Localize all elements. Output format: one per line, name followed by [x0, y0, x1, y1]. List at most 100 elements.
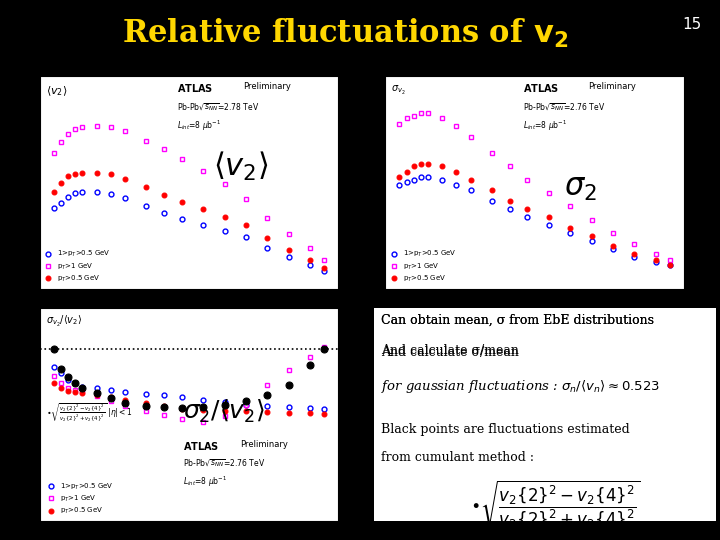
p$_T$>1 GeV	[220, 413, 229, 420]
p$_T$>1 GeV	[199, 167, 207, 174]
p$_T$>0.5 GeV	[71, 170, 79, 177]
p$_T$>0.5 GeV	[242, 408, 251, 415]
1>p$_T$>0.5 GeV	[107, 387, 115, 394]
p$_T$>0.5 GeV	[160, 403, 168, 409]
Y-axis label: $\sigma_{v_2}/\langle v_2 \rangle$: $\sigma_{v_2}/\langle v_2 \rangle$	[0, 396, 11, 433]
p$_T$>1 GeV	[78, 124, 86, 130]
p$_T$>1 GeV	[284, 367, 293, 373]
p$_T$>0.5 GeV	[50, 380, 58, 387]
1>p$_T$>0.5 GeV	[199, 221, 207, 228]
Text: $L_{int}$=8 $\mu$b$^{-1}$: $L_{int}$=8 $\mu$b$^{-1}$	[183, 474, 228, 489]
p$_T$>0.5 GeV	[423, 160, 432, 167]
1>p$_T$>0.5 GeV	[121, 194, 130, 201]
Text: Preliminary: Preliminary	[243, 82, 291, 91]
1>p$_T$>0.5 GeV	[320, 406, 328, 412]
p$_T$>1 GeV	[402, 115, 411, 122]
p$_T$>0.5 GeV	[64, 388, 73, 394]
p$_T$>0.5 GeV	[651, 256, 660, 263]
Legend: 1>p$_T$>0.5 GeV, p$_T$>1 GeV, p$_T$>0.5 GeV: 1>p$_T$>0.5 GeV, p$_T$>1 GeV, p$_T$>0.5 …	[46, 480, 115, 518]
1>p$_T$>0.5 GeV	[505, 206, 514, 212]
p$_T$>0.5 GeV	[284, 247, 293, 253]
1>p$_T$>0.5 GeV	[588, 238, 596, 244]
p$_T$>1 GeV	[107, 124, 115, 130]
p$_T$>0.5 GeV	[220, 408, 229, 414]
1>p$_T$>0.5 GeV	[50, 363, 58, 370]
1>p$_T$>0.5 GeV	[142, 203, 150, 210]
1>p$_T$>0.5 GeV	[410, 177, 418, 183]
1>p$_T$>0.5 GeV	[57, 370, 66, 377]
1>p$_T$>0.5 GeV	[178, 394, 186, 400]
1>p$_T$>0.5 GeV	[305, 404, 314, 411]
1>p$_T$>0.5 GeV	[71, 190, 79, 196]
1>p$_T$>0.5 GeV	[160, 210, 168, 217]
p$_T$>0.5 GeV	[588, 232, 596, 239]
p$_T$>0.5 GeV	[160, 192, 168, 198]
p$_T$>1 GeV	[64, 131, 73, 137]
p$_T$>0.5 GeV	[566, 224, 575, 231]
p$_T$>1 GeV	[452, 123, 461, 130]
1>p$_T$>0.5 GeV	[566, 230, 575, 236]
p$_T$>0.5 GeV	[199, 407, 207, 414]
p$_T$>0.5 GeV	[487, 187, 496, 193]
1>p$_T$>0.5 GeV	[487, 198, 496, 204]
1>p$_T$>0.5 GeV	[121, 389, 130, 395]
p$_T$>0.5 GeV	[284, 409, 293, 416]
1>p$_T$>0.5 GeV	[57, 199, 66, 206]
1>p$_T$>0.5 GeV	[160, 392, 168, 399]
p$_T$>1 GeV	[92, 123, 101, 129]
p$_T$>1 GeV	[487, 150, 496, 156]
Text: Relative fluctuations of $\mathbf{v_2}$: Relative fluctuations of $\mathbf{v_2}$	[122, 17, 569, 50]
p$_T$>1 GeV	[78, 388, 86, 395]
p$_T$>0.5 GeV	[121, 176, 130, 183]
p$_T$>0.5 GeV	[320, 264, 328, 271]
Text: from cumulant method :: from cumulant method :	[382, 451, 534, 464]
1>p$_T$>0.5 GeV	[92, 385, 101, 392]
1>p$_T$>0.5 GeV	[64, 377, 73, 383]
p$_T$>1 GeV	[178, 415, 186, 422]
p$_T$>0.5 GeV	[78, 390, 86, 396]
p$_T$>0.5 GeV	[305, 256, 314, 263]
Line: p$_T$>0.5 GeV: p$_T$>0.5 GeV	[51, 170, 327, 270]
p$_T$>0.5 GeV	[665, 262, 674, 268]
Text: $\sigma_{v_2}$: $\sigma_{v_2}$	[391, 84, 406, 97]
1>p$_T$>0.5 GeV	[402, 179, 411, 186]
Text: $\bf{ATLAS}$: $\bf{ATLAS}$	[177, 82, 213, 94]
p$_T$>1 GeV	[651, 251, 660, 258]
Text: $\bf{ATLAS}$: $\bf{ATLAS}$	[523, 82, 559, 94]
p$_T$>1 GeV	[64, 385, 73, 392]
1>p$_T$>0.5 GeV	[242, 233, 251, 240]
Text: $L_{int}$=8 $\mu$b$^{-1}$: $L_{int}$=8 $\mu$b$^{-1}$	[523, 118, 567, 133]
p$_T$>1 GeV	[263, 382, 271, 388]
Line: p$_T$>1 GeV: p$_T$>1 GeV	[51, 124, 327, 262]
1>p$_T$>0.5 GeV	[220, 399, 229, 406]
p$_T$>0.5 GeV	[544, 214, 553, 220]
1>p$_T$>0.5 GeV	[107, 191, 115, 197]
p$_T$>1 GeV	[263, 215, 271, 221]
Text: 15: 15	[683, 17, 702, 32]
1>p$_T$>0.5 GeV	[665, 262, 674, 268]
Text: Pb-Pb$\sqrt{s_{NN}}$=2.76 TeV: Pb-Pb$\sqrt{s_{NN}}$=2.76 TeV	[523, 101, 605, 113]
p$_T$>1 GeV	[160, 412, 168, 418]
p$_T$>0.5 GeV	[402, 168, 411, 175]
p$_T$>1 GeV	[50, 373, 58, 379]
Legend: 1>p$_T$>0.5 GeV, p$_T$>1 GeV, p$_T$>0.5 GeV: 1>p$_T$>0.5 GeV, p$_T$>1 GeV, p$_T$>0.5 …	[43, 248, 112, 286]
1>p$_T$>0.5 GeV	[263, 402, 271, 409]
p$_T$>1 GeV	[320, 256, 328, 263]
p$_T$>0.5 GeV	[50, 188, 58, 195]
p$_T$>1 GeV	[57, 138, 66, 145]
Line: p$_T$>1 GeV: p$_T$>1 GeV	[51, 345, 327, 424]
Line: 1>p$_T$>0.5 GeV: 1>p$_T$>0.5 GeV	[51, 364, 327, 411]
1>p$_T$>0.5 GeV	[438, 177, 446, 183]
1>p$_T$>0.5 GeV	[92, 188, 101, 195]
p$_T$>1 GeV	[608, 230, 617, 236]
p$_T$>0.5 GeV	[320, 410, 328, 417]
p$_T$>0.5 GeV	[142, 400, 150, 406]
Line: p$_T$>0.5 GeV: p$_T$>0.5 GeV	[397, 161, 672, 267]
p$_T$>1 GeV	[242, 401, 251, 408]
p$_T$>0.5 GeV	[608, 243, 617, 249]
1>p$_T$>0.5 GeV	[284, 404, 293, 410]
p$_T$>1 GeV	[178, 156, 186, 162]
p$_T$>1 GeV	[320, 344, 328, 350]
p$_T$>0.5 GeV	[305, 410, 314, 417]
p$_T$>1 GeV	[284, 231, 293, 237]
